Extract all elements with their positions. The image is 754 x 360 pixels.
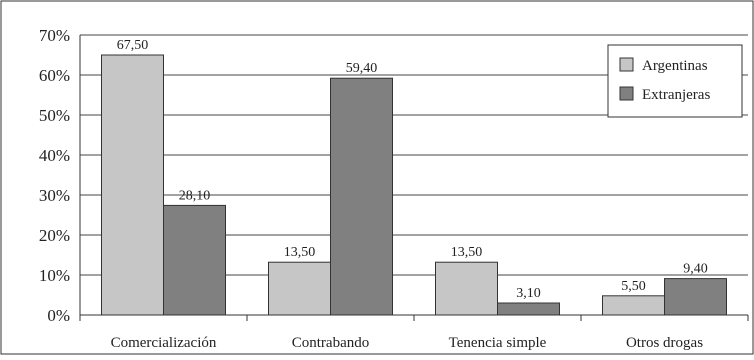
data-label: 13,50 — [284, 245, 316, 260]
bar-extranjeras — [664, 278, 727, 316]
bar-argentinas — [101, 54, 164, 316]
bar-extranjeras — [330, 77, 393, 316]
data-label: 9,40 — [683, 262, 708, 277]
bar-extranjeras — [497, 302, 560, 316]
data-label: 59,40 — [346, 61, 378, 76]
category-label: Tenencia simple — [449, 335, 547, 351]
legend-swatch-argentinas — [619, 57, 634, 72]
legend-box — [607, 44, 743, 118]
y-tick-label: 30% — [39, 186, 70, 205]
data-label: 13,50 — [451, 245, 483, 260]
category-label: Comercialización — [111, 335, 217, 351]
legend-swatch-extranjeras — [619, 86, 634, 101]
data-label: 5,50 — [621, 279, 646, 294]
category-label: Contrabando — [292, 335, 369, 351]
legend-label-extranjeras: Extranjeras — [642, 87, 710, 103]
y-tick-label: 40% — [39, 146, 70, 165]
y-tick-label: 20% — [39, 226, 70, 245]
data-label: 28,10 — [179, 188, 211, 203]
legend: Argentinas Extranjeras — [607, 44, 743, 118]
labels: 67,50 28,10 13,50 59,40 13,50 3,10 5,50 9,40 — [117, 38, 708, 301]
bar-argentinas — [435, 261, 498, 316]
y-tick-label: 50% — [39, 106, 70, 125]
bar-extranjeras — [163, 204, 226, 316]
y-tick-label: 10% — [39, 266, 70, 285]
legend-label-argentinas: Argentinas — [642, 58, 708, 74]
category-label: Otros drogas — [626, 335, 703, 351]
data-label: 3,10 — [516, 286, 541, 301]
y-tick-label: 60% — [39, 66, 70, 85]
y-tick-label: 0% — [47, 306, 70, 325]
data-label: 67,50 — [117, 38, 149, 53]
y-tick-label: 70% — [39, 26, 70, 45]
axes: 0% 10% 20% 30% 40% 50% 60% 70% Comercialización C… — [39, 26, 749, 351]
bar-argentinas — [268, 261, 331, 316]
bars — [101, 54, 727, 316]
bar-argentinas — [602, 295, 665, 316]
